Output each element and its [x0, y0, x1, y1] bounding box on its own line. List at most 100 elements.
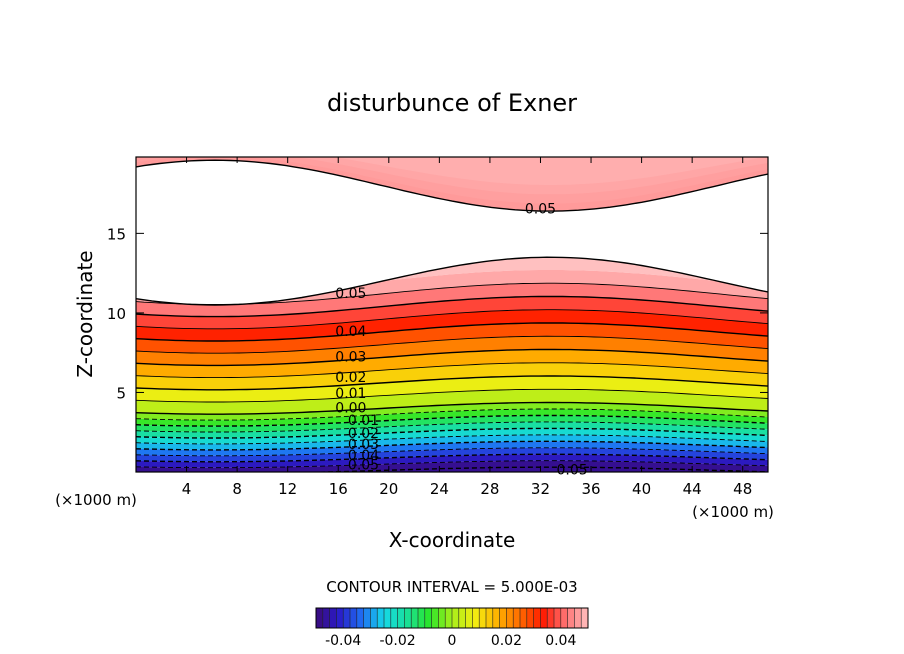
colorbar-segment	[322, 608, 330, 628]
contour-label: 0.04	[335, 324, 366, 340]
upper-cap-shade	[333, 157, 767, 185]
contour-line	[136, 348, 768, 367]
plot-area	[136, 157, 768, 472]
x-axis-label: X-coordinate	[389, 528, 516, 552]
colorbar-segment	[506, 608, 514, 628]
colorbar-segment	[486, 608, 494, 628]
colorbar-segment	[431, 608, 439, 628]
colorbar-segment	[377, 608, 385, 628]
x-tick-label: 44	[683, 480, 702, 498]
contour-label: 0.03	[348, 437, 379, 453]
color-band	[136, 323, 768, 354]
color-band	[136, 349, 768, 378]
color-band	[136, 376, 768, 402]
x-tick-label: 40	[632, 480, 651, 498]
colorbar-segment	[560, 608, 568, 628]
colorbar-segment	[404, 608, 412, 628]
colorbar-segment	[458, 608, 466, 628]
color-band	[136, 447, 768, 462]
upper-white-region	[136, 157, 768, 305]
colorbar-segment	[397, 608, 405, 628]
y-tick-label: 5	[116, 384, 126, 402]
contour-label: 0.02	[335, 370, 366, 386]
contour-label: 0.02	[348, 426, 379, 442]
color-band	[136, 402, 768, 421]
colorbar-segment	[418, 608, 426, 628]
contour-line	[297, 466, 768, 472]
colorbar-segment	[581, 608, 589, 628]
contour-label: 0.00	[335, 400, 366, 416]
contour-line	[136, 414, 768, 427]
contour-label: 0.05	[335, 286, 366, 302]
contour-line	[136, 421, 768, 433]
colorbar-segment	[472, 608, 480, 628]
color-band	[136, 362, 768, 390]
colorbar-segment	[567, 608, 575, 628]
colorbar-segment	[479, 608, 487, 628]
x-tick-label: 32	[531, 480, 550, 498]
x-tick-label: 8	[232, 480, 242, 498]
colorbar-frame	[315, 607, 589, 629]
contour-line	[136, 440, 768, 451]
colorbar-segment	[547, 608, 555, 628]
colorbar-segment	[574, 608, 582, 628]
contour-line	[136, 362, 768, 379]
colorbar-segment	[492, 608, 500, 628]
x-unit-left: (×1000 m)	[55, 491, 137, 509]
colorbar-segment	[533, 608, 541, 628]
contour-label: 0.01	[335, 386, 366, 402]
colorbar-segment	[499, 608, 507, 628]
colorbar-tick-label: 0.02	[491, 633, 522, 649]
colorbar-segment	[356, 608, 364, 628]
x-axis-ticks: 4 8 12 16 20 24 28 32 36 40 44 48	[182, 157, 752, 498]
colorbar-segment	[336, 608, 344, 628]
contour-line	[136, 460, 768, 469]
colorbar-segment	[411, 608, 419, 628]
color-band	[136, 389, 768, 415]
colorbar-tick-label: -0.04	[325, 633, 361, 649]
contour-line	[136, 309, 768, 330]
plot-frame	[135, 156, 769, 473]
color-band	[136, 460, 768, 472]
contour-label: 0.05	[348, 458, 379, 474]
colorbar-segment	[316, 608, 324, 628]
contour-line	[136, 434, 768, 445]
contour-line	[136, 447, 768, 457]
color-band	[136, 309, 768, 341]
y-axis-label: Z-coordinate	[73, 250, 97, 377]
contour-line	[136, 375, 768, 391]
contour-label: 0.04	[348, 448, 379, 464]
colorbar-segment	[445, 608, 453, 628]
colorbar-segment	[343, 608, 351, 628]
colorbar-segment	[363, 608, 371, 628]
colorbar-segment	[370, 608, 378, 628]
x-tick-label: 48	[733, 480, 752, 498]
colorbar-segment	[513, 608, 521, 628]
colorbar-segment	[554, 608, 562, 628]
x-tick-label: 20	[379, 480, 398, 498]
x-tick-label: 24	[430, 480, 449, 498]
color-band	[136, 296, 768, 329]
white-region-fill	[136, 160, 768, 305]
chart-title: disturbunce of Exner	[327, 89, 577, 117]
x-tick-label: 4	[182, 480, 192, 498]
x-tick-label: 28	[480, 480, 499, 498]
contour-line	[136, 335, 768, 354]
colorbar-segment	[384, 608, 392, 628]
colorbar-segment	[350, 608, 358, 628]
contour-line	[136, 427, 768, 439]
colorbar-segment	[329, 608, 337, 628]
color-band	[136, 441, 768, 456]
contour-lines	[136, 159, 768, 472]
contour-line	[136, 295, 768, 318]
contour-label: 0.01	[348, 413, 379, 429]
contour-line	[136, 401, 768, 415]
y-axis-ticks: 5 10 15	[107, 225, 768, 402]
contour-line	[136, 159, 768, 212]
x-unit-right: (×1000 m)	[692, 503, 774, 521]
color-band	[136, 454, 768, 468]
colorbar-segment	[465, 608, 473, 628]
color-band	[136, 336, 768, 366]
contour-interval-text: CONTOUR INTERVAL = 5.000E-03	[326, 578, 577, 596]
